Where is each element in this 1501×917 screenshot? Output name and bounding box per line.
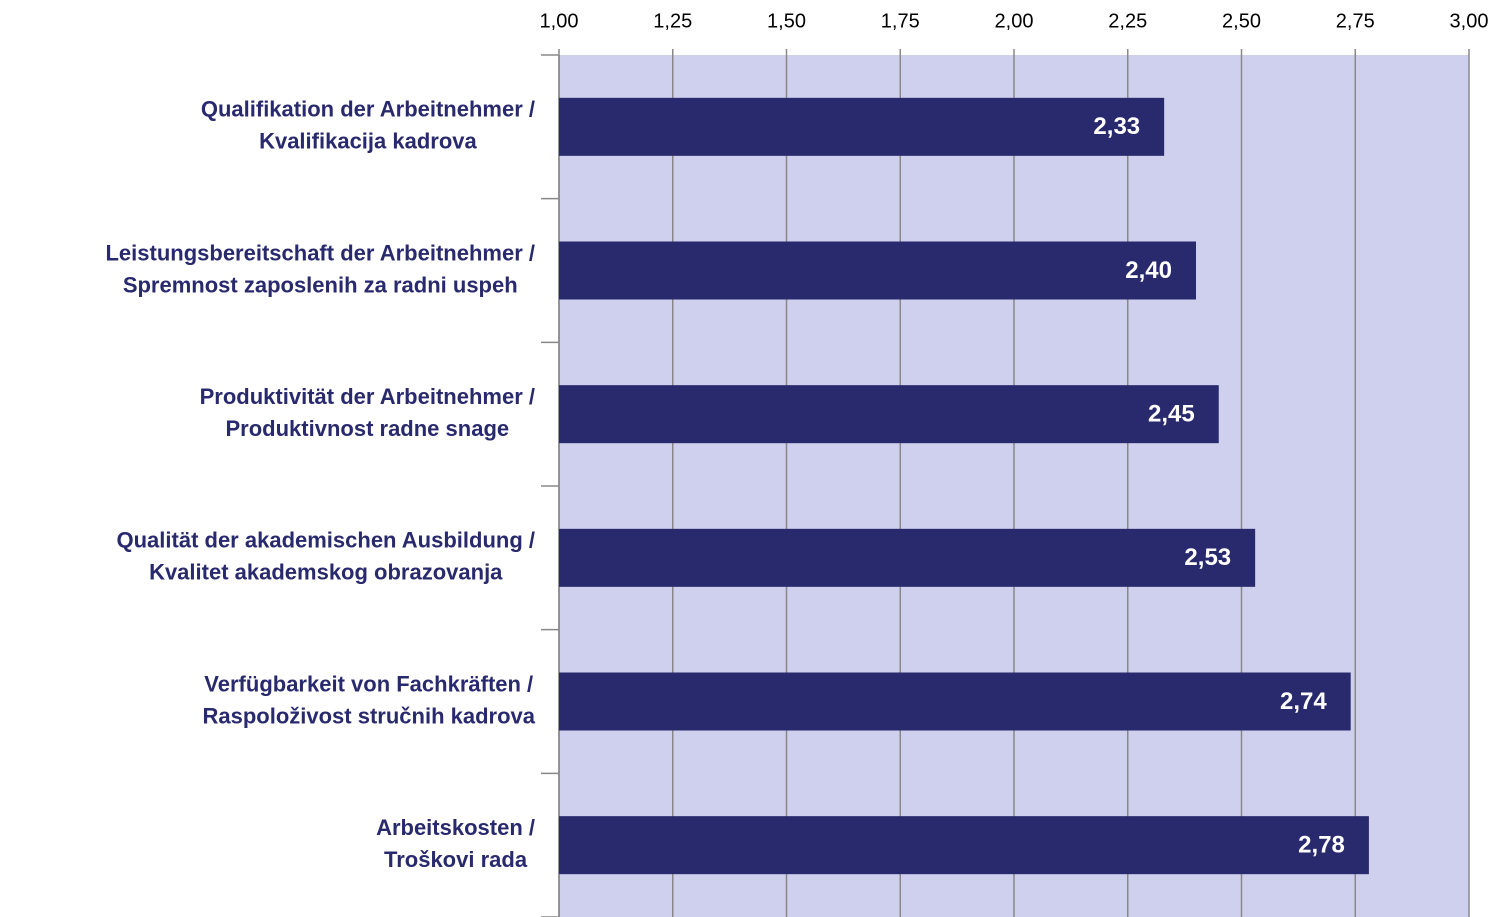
bar [559,97,1165,156]
category-label: Verfügbarkeit von Fachkräften / [204,671,533,696]
category-label: Spremnost zaposlenih za radni uspeh [123,272,518,297]
x-tick-label: 2,25 [1108,10,1147,32]
category-label: Produktivität der Arbeitnehmer / [200,384,535,409]
x-tick-label: 2,75 [1336,10,1375,32]
category-label: Raspoloživost stručnih kadrova [202,703,535,728]
bar [559,528,1256,587]
bar [559,816,1369,875]
category-label: Leistungsbereitschaft der Arbeitnehmer / [105,240,535,265]
category-label: Qualifikation der Arbeitnehmer / [201,97,535,122]
category-label: Troškovi rada [384,847,528,872]
category-label: Kvalitet akademskog obrazovanja [149,560,503,585]
value-label: 2,40 [1125,257,1172,284]
x-tick-label: 2,50 [1222,10,1261,32]
x-tick-label: 2,00 [995,10,1034,32]
x-tick-label: 1,00 [540,10,579,32]
category-label: Produktivnost radne snage [226,416,510,441]
bar [559,241,1196,300]
bar [559,672,1351,731]
x-tick-label: 1,50 [767,10,806,32]
value-label: 2,78 [1298,832,1345,859]
category-label: Kvalifikacija kadrova [259,129,477,154]
x-tick-label: 3,00 [1450,10,1489,32]
x-tick-label: 1,75 [881,10,920,32]
category-label: Arbeitskosten / [376,815,535,840]
category-label: Qualität der akademischen Ausbildung / [117,528,536,553]
x-tick-label: 1,25 [653,10,692,32]
value-label: 2,33 [1093,113,1140,140]
value-label: 2,53 [1184,544,1231,571]
value-label: 2,45 [1148,401,1195,428]
bar [559,385,1219,444]
value-label: 2,74 [1280,688,1327,715]
